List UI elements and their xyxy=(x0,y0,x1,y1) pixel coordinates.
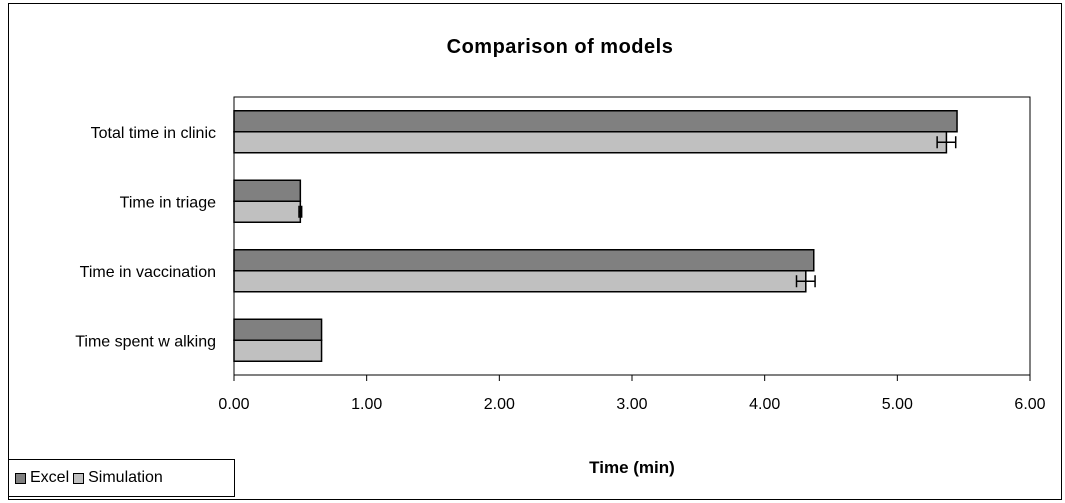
legend-label-excel: Excel xyxy=(30,469,70,486)
bar-excel-time-spent-w-alking xyxy=(233,318,323,341)
legend-item-excel: Excel xyxy=(15,469,69,487)
x-tick-label: 4.00 xyxy=(749,396,780,413)
x-tick-label: 2.00 xyxy=(484,396,515,413)
error-bars-group xyxy=(298,136,957,288)
legend-label-simulation: Simulation xyxy=(88,469,163,486)
x-axis-ticks: 0.00 1.00 2.00 3.00 4.00 5.00 6.00 xyxy=(218,375,1046,413)
x-tick-label: 6.00 xyxy=(1014,396,1045,413)
bar-simulation-time-spent-w-alking xyxy=(233,339,323,362)
category-label-time-in-vaccination: Time in vaccination xyxy=(80,264,216,281)
bar-excel-time-in-vaccination xyxy=(233,249,815,272)
bar-simulation-total-time-in-clinic xyxy=(233,131,948,154)
x-tick-label: 5.00 xyxy=(882,396,913,413)
category-labels: Total time in clinic Time in triage Time i… xyxy=(75,125,216,351)
category-label-time-spent-w-alking: Time spent w alking xyxy=(75,333,216,350)
bar-simulation-time-in-triage xyxy=(233,200,302,223)
legend-swatch-excel xyxy=(15,472,26,484)
error-bar-simulation-time-in-vaccination xyxy=(795,275,816,288)
bar-simulation-time-in-vaccination xyxy=(233,270,807,293)
chart-title: Comparison of models xyxy=(447,36,674,58)
error-bar-simulation-total-time-in-clinic xyxy=(936,136,957,149)
bar-excel-total-time-in-clinic xyxy=(233,110,958,133)
bar-excel-time-in-triage xyxy=(233,179,302,202)
x-tick-label: 1.00 xyxy=(351,396,382,413)
x-tick-label: 3.00 xyxy=(616,396,647,413)
legend-item-simulation: Simulation xyxy=(73,469,163,487)
error-bar-simulation-time-in-triage xyxy=(298,205,303,218)
x-axis-label: Time (min) xyxy=(589,458,675,477)
chart-frame xyxy=(8,3,1062,500)
legend: Excel Simulation xyxy=(8,459,235,497)
x-tick-label: 0.00 xyxy=(218,396,249,413)
category-label-time-in-triage: Time in triage xyxy=(120,194,216,211)
category-label-total-time-in-clinic: Total time in clinic xyxy=(91,125,216,142)
legend-swatch-simulation xyxy=(73,472,85,484)
